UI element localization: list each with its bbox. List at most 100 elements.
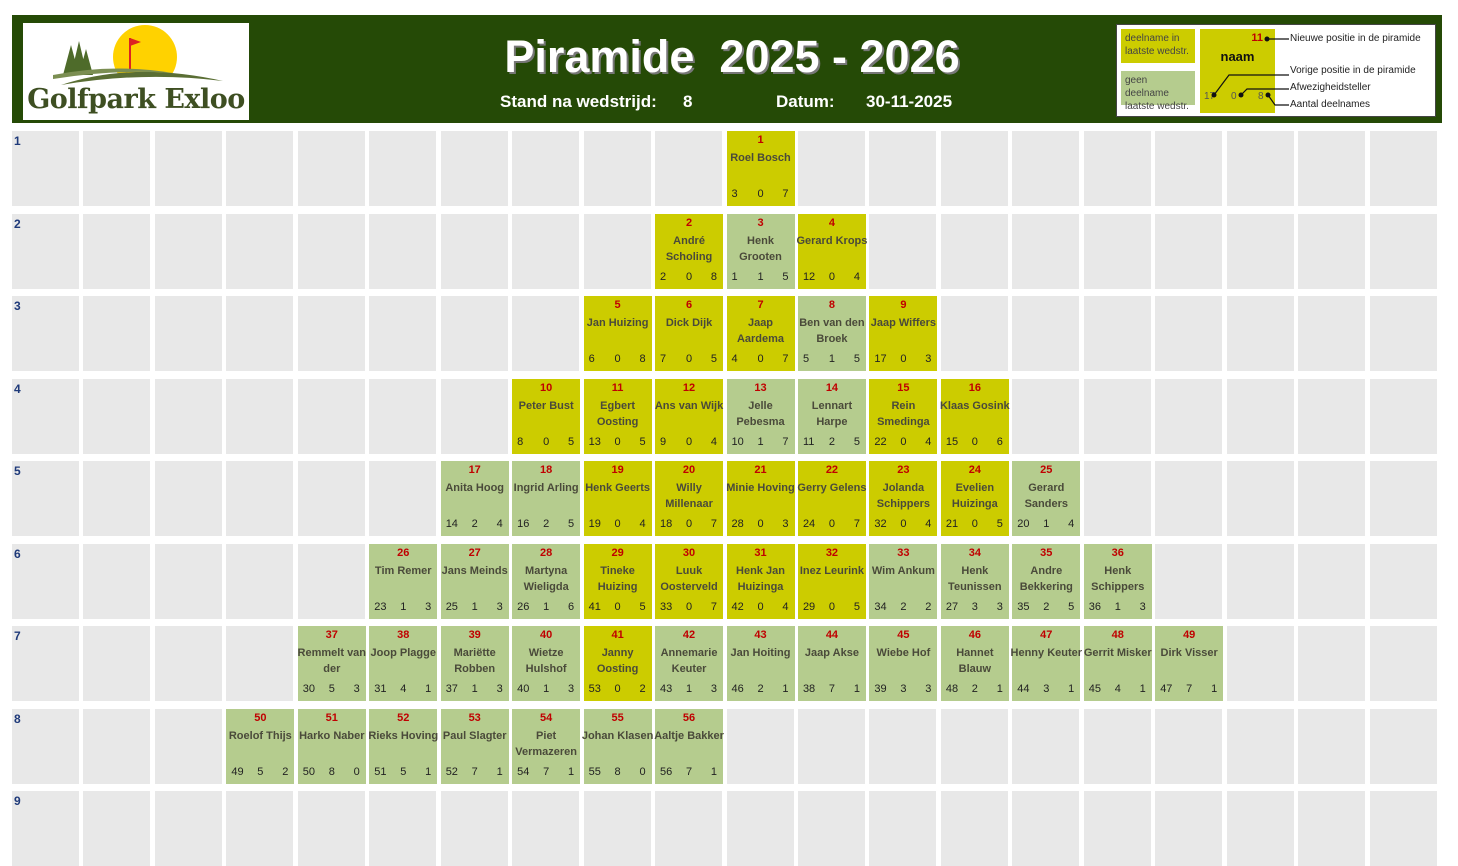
absence-counter: 8 <box>614 765 621 778</box>
player-cell[interactable]: 50 Roelof Thijs 49 5 2 <box>226 708 295 784</box>
player-cell[interactable]: 26 Tim Remer 23 1 3 <box>369 543 438 619</box>
empty-cell <box>1226 708 1294 784</box>
player-cell[interactable]: 10 Peter Bust 8 0 5 <box>512 378 581 454</box>
player-cell[interactable]: 44 Jaap Akse 38 7 1 <box>797 626 866 701</box>
empty-cell <box>297 461 365 536</box>
player-cell[interactable]: 7 Jaap Aardema 4 0 7 <box>726 296 795 371</box>
absence-counter: 0 <box>685 435 693 448</box>
player-name: Jaap Akse <box>804 647 859 659</box>
previous-position: 4 <box>731 353 738 365</box>
previous-position: 55 <box>588 765 601 778</box>
empty-cell <box>154 461 222 536</box>
participation-count: 4 <box>1068 518 1075 530</box>
empty-cell <box>297 543 365 619</box>
player-cell[interactable]: 4 Gerard Krops 12 0 4 <box>796 213 867 289</box>
player-cell[interactable]: 23 Jolanda Schippers 32 0 4 <box>869 461 938 536</box>
player-cell[interactable]: 38 Joop Plagge 31 4 1 <box>369 626 438 701</box>
player-cell[interactable]: 17 Anita Hoog 14 2 4 <box>440 461 509 536</box>
participation-count: 3 <box>710 683 718 695</box>
player-cell[interactable]: 35 Andre Bekkering 35 2 5 <box>1012 543 1081 619</box>
player-cell[interactable]: 12 Ans van Wijk 9 0 4 <box>655 378 723 454</box>
player-cell[interactable]: 24 Evelien Huizinga 21 0 5 <box>940 461 1009 536</box>
player-name: Wietze Hulshof <box>525 647 567 675</box>
player-cell[interactable]: 55 Johan Klasen 55 8 0 <box>582 708 653 784</box>
empty-cell <box>512 131 580 206</box>
player-cell[interactable]: 46 Hannet Blauw 48 2 1 <box>940 626 1009 701</box>
player-cell[interactable]: 56 Aaltje Bakker 56 7 1 <box>654 708 724 784</box>
empty-cell <box>1298 296 1366 371</box>
player-name: Jans Meinds <box>441 564 508 577</box>
previous-position: 40 <box>517 683 530 695</box>
player-position: 22 <box>825 464 839 476</box>
empty-cell <box>226 378 294 454</box>
player-cell[interactable]: 22 Gerry Gelens 24 0 7 <box>797 461 866 536</box>
player-cell[interactable]: 3 Henk Grooten 1 1 5 <box>726 213 795 289</box>
player-name: Dick Dijk <box>665 317 713 329</box>
player-cell[interactable]: 37 Remmelt van der 30 5 3 <box>298 626 366 701</box>
previous-position: 11 <box>802 435 815 448</box>
player-cell[interactable]: 39 Mariëtte Robben 37 1 3 <box>440 626 509 701</box>
legend-new-pos: Nieuwe positie in de piramide <box>1290 33 1421 44</box>
player-name: Inez Leurink <box>799 564 865 577</box>
player-cell[interactable]: 30 Luuk Oosterveld 33 0 7 <box>655 543 724 619</box>
player-cell[interactable]: 27 Jans Meinds 25 1 3 <box>440 543 509 619</box>
row-number: 6 <box>14 546 21 561</box>
round-label: Stand na wedstrijd: <box>500 92 657 111</box>
player-cell[interactable]: 33 Wim Ankum 34 2 2 <box>869 543 938 619</box>
player-cell[interactable]: 29 Tineke Huizing 41 0 5 <box>583 543 652 619</box>
empty-cell <box>797 708 865 784</box>
player-cell[interactable]: 5 Jan Huizing 6 0 8 <box>583 296 652 371</box>
player-cell[interactable]: 2 André Scholing 2 0 8 <box>655 213 724 289</box>
player-cell[interactable]: 43 Jan Hoiting 46 2 1 <box>726 626 795 701</box>
player-position: 10 <box>540 381 553 394</box>
empty-cell <box>1083 791 1151 866</box>
player-cell[interactable]: 40 Wietze Hulshof 40 1 3 <box>512 626 581 701</box>
player-name: Jan Hoiting <box>730 647 791 659</box>
previous-position: 1 <box>731 270 738 283</box>
player-name: Annemarie Keuter <box>660 647 718 675</box>
absence-counter: 1 <box>1114 600 1121 613</box>
player-cell[interactable]: 36 Henk Schippers 36 1 3 <box>1083 543 1152 619</box>
player-cell[interactable]: 28 Martyna Wieligda 26 1 6 <box>512 543 581 619</box>
previous-position: 31 <box>374 683 387 695</box>
player-cell[interactable]: 34 Henk Teunissen 27 3 3 <box>940 543 1009 619</box>
player-cell[interactable]: 14 Lennart Harpe 11 2 5 <box>797 378 866 454</box>
player-cell[interactable]: 18 Ingrid Arling 16 2 5 <box>512 461 581 536</box>
absence-counter: 0 <box>757 188 764 200</box>
player-position: 35 <box>1040 546 1053 559</box>
previous-position: 54 <box>517 765 530 778</box>
player-cell[interactable]: 31 Henk Jan Huizinga 42 0 4 <box>726 543 795 619</box>
player-cell[interactable]: 1 Roel Bosch 3 0 7 <box>726 131 795 206</box>
player-cell[interactable]: 45 Wiebe Hof 39 3 3 <box>869 626 938 701</box>
player-cell[interactable]: 51 Harko Naber 50 8 0 <box>297 708 366 784</box>
absence-counter: 4 <box>1114 683 1121 695</box>
player-cell[interactable]: 21 Minie Hoving 28 0 3 <box>726 461 795 536</box>
player-cell[interactable]: 20 Willy Millenaar 18 0 7 <box>655 461 724 536</box>
empty-cell <box>1155 543 1223 619</box>
player-cell[interactable]: 6 Dick Dijk 7 0 5 <box>655 296 724 371</box>
player-cell[interactable]: 19 Henk Geerts 19 0 4 <box>583 461 652 536</box>
player-cell[interactable]: 25 Gerard Sanders 20 1 4 <box>1012 461 1081 536</box>
player-cell[interactable]: 15 Rein Smedinga 22 0 4 <box>869 378 938 454</box>
absence-counter: 0 <box>900 518 907 530</box>
previous-position: 35 <box>1017 600 1030 613</box>
previous-position: 41 <box>588 600 601 613</box>
player-cell[interactable]: 32 Inez Leurink 29 0 5 <box>797 543 866 619</box>
player-cell[interactable]: 13 Jelle Pebesma 10 1 7 <box>726 378 795 454</box>
player-cell[interactable]: 41 Janny Oosting 53 0 2 <box>583 626 652 701</box>
player-cell[interactable]: 11 Egbert Oosting 13 0 5 <box>583 378 652 454</box>
empty-cell <box>1012 296 1080 371</box>
empty-cell <box>1369 461 1437 536</box>
player-cell[interactable]: 16 Klaas Gosink 15 0 6 <box>940 378 1010 454</box>
player-cell[interactable]: 49 Dirk Visser 47 7 1 <box>1155 626 1224 701</box>
player-cell[interactable]: 9 Jaap Wiffers 17 0 3 <box>869 296 938 371</box>
empty-cell <box>512 213 580 289</box>
player-cell[interactable]: 47 Henny Keuter 44 3 1 <box>1011 626 1082 701</box>
player-cell[interactable]: 42 Annemarie Keuter 43 1 3 <box>655 626 724 701</box>
player-position: 19 <box>611 464 624 476</box>
player-cell[interactable]: 53 Paul Slagter 52 7 1 <box>440 708 509 784</box>
player-cell[interactable]: 8 Ben van den Broek 5 1 5 <box>797 296 866 371</box>
player-cell[interactable]: 48 Gerrit Misker 45 4 1 <box>1083 626 1152 701</box>
player-cell[interactable]: 54 Piet Vermazeren 54 7 1 <box>512 708 581 784</box>
player-cell[interactable]: 52 Rieks Hoving 51 5 1 <box>368 708 438 784</box>
